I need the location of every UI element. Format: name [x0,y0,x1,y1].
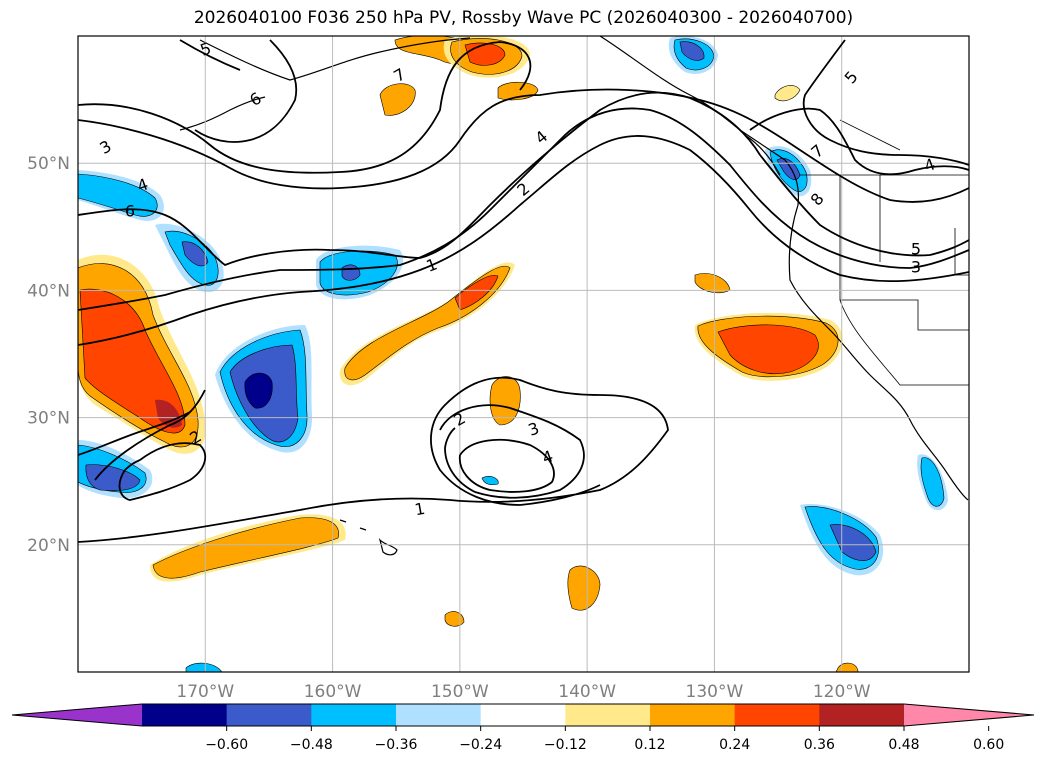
colorbar-label: −0.12 [544,737,587,753]
contour-label: 6 [246,88,264,110]
latitude-tick-labels: 50°N 40°N 30°N 20°N [27,154,70,556]
lat-tick-label: 50°N [27,154,70,174]
colorbar-label: −0.24 [459,737,502,753]
contour-label: 8 [807,189,828,209]
colorbar-segment [226,704,312,726]
colorbar-segment [650,704,736,726]
colorbar-label: 0.36 [804,737,835,753]
contour-label: 7 [390,64,408,86]
plot-frame [77,35,970,673]
colorbar-extend-high [904,704,1034,726]
colorbar-label: −0.48 [290,737,333,753]
contour-label: 6 [125,202,135,221]
contour-label: 4 [531,127,551,148]
coastlines [179,36,969,556]
pv-anomaly-shading [78,36,948,672]
colorbar-label: 0.24 [719,737,750,753]
contour-label: 1 [413,499,426,519]
lon-tick-label: 170°W [176,682,234,702]
political-boundaries [800,119,969,386]
contour-label: 5 [198,38,214,59]
colorbar-label: 0.60 [973,737,1004,753]
pv-contours [78,39,969,543]
lon-tick-label: 150°W [431,682,489,702]
lon-tick-label: 160°W [304,682,362,702]
lon-tick-label: 120°W [813,682,871,702]
colorbar-outline [11,703,1035,727]
contour-label: 4 [540,446,556,467]
colorbar-segment [311,704,397,726]
colorbar-segment [565,704,651,726]
lat-tick-label: 30°N [27,409,70,429]
colorbar-extend-low [12,704,142,726]
colorbar-segment [396,704,482,726]
colorbar-label: 0.48 [888,737,919,753]
contour-label: 3 [911,258,921,277]
lon-tick-label: 140°W [558,682,616,702]
contour-label: 2 [450,408,468,430]
contour-label: 3 [526,418,542,439]
lon-tick-label: 130°W [686,682,744,702]
colorbar-segment [142,704,228,726]
lat-tick-label: 20°N [27,536,70,556]
colorbar-label: −0.60 [205,737,248,753]
contour-label: 5 [911,240,921,259]
colorbar-label: 0.12 [634,737,665,753]
colorbar: −0.60 −0.48 −0.36 −0.24 −0.12 0.12 0.24 0.36 0.4… [11,703,1035,753]
contour-label: 5 [841,67,862,87]
colorbar-label: −0.36 [375,737,418,753]
longitude-tick-labels: 170°W 160°W 150°W 140°W 130°W 120°W [176,682,870,702]
lat-tick-label: 40°N [27,281,70,301]
map-title: 2026040100 F036 250 hPa PV, Rossby Wave … [193,8,854,28]
colorbar-segment [480,704,566,726]
contour-label: 1 [424,254,440,275]
contour-label: 7 [807,141,827,162]
colorbar-segment [819,704,905,726]
colorbar-segment [734,704,820,726]
contour-label: 3 [96,136,114,158]
